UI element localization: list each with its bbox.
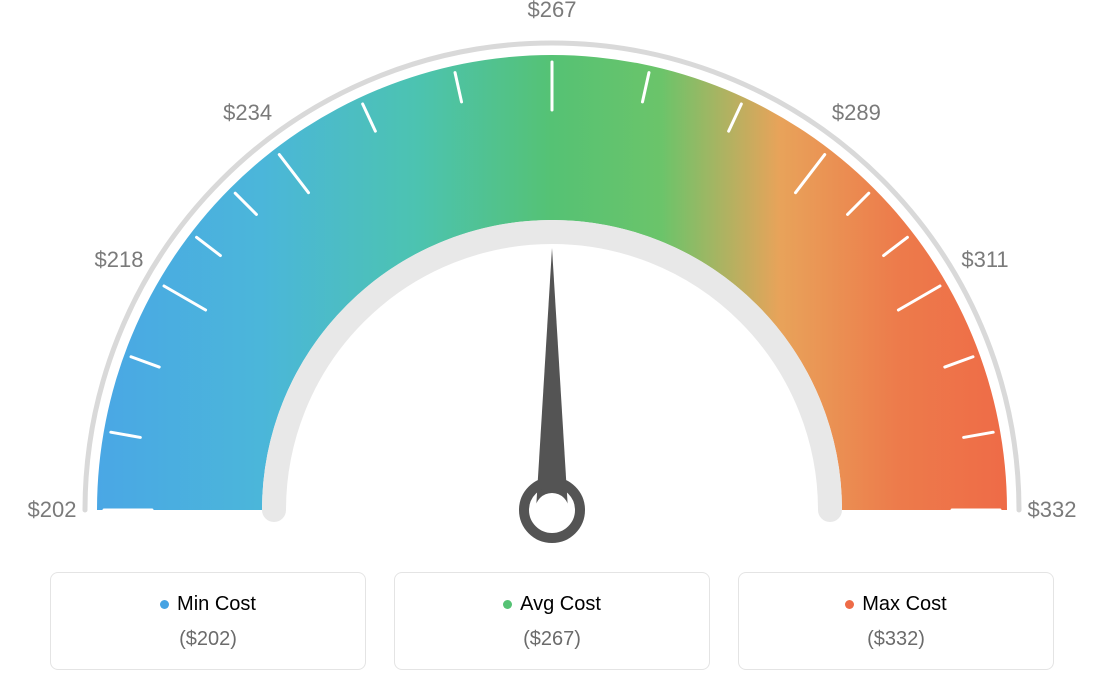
legend-title-min: Min Cost (160, 593, 256, 616)
gauge-tick-label: $332 (1028, 497, 1077, 523)
gauge-tick-label: $234 (223, 100, 272, 126)
legend-dot-min (160, 600, 169, 609)
legend-label-avg: Avg Cost (520, 593, 601, 616)
legend-dot-max (845, 600, 854, 609)
gauge-svg (0, 0, 1104, 560)
legend-label-min: Min Cost (177, 593, 256, 616)
legend-value-max: ($332) (749, 628, 1043, 651)
gauge-chart: $202 $218 $234 $267 $289 $311 $332 (0, 0, 1104, 560)
legend-card-min: Min Cost ($202) (50, 572, 366, 670)
gauge-tick-label: $218 (95, 247, 144, 273)
legend-dot-avg (503, 600, 512, 609)
legend-title-max: Max Cost (845, 593, 946, 616)
legend-card-avg: Avg Cost ($267) (394, 572, 710, 670)
legend-value-min: ($202) (61, 628, 355, 651)
gauge-tick-label: $289 (832, 100, 881, 126)
legend-title-avg: Avg Cost (503, 593, 601, 616)
legend-card-max: Max Cost ($332) (738, 572, 1054, 670)
legend-value-avg: ($267) (405, 628, 699, 651)
gauge-tick-label: $267 (528, 0, 577, 23)
legend-row: Min Cost ($202) Avg Cost ($267) Max Cost… (50, 572, 1054, 670)
gauge-tick-label: $311 (961, 247, 1008, 273)
gauge-tick-label: $202 (28, 497, 77, 523)
legend-label-max: Max Cost (862, 593, 946, 616)
